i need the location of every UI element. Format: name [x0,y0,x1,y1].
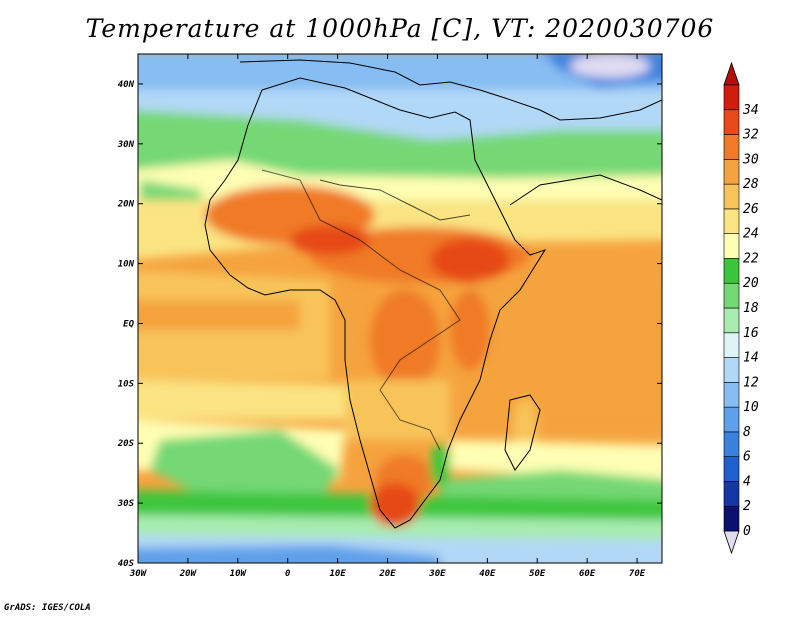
lon-tick-label: 40E [479,569,496,579]
plot-title: Temperature at 1000hPa [C], VT: 20200307… [85,14,715,43]
colorbar-swatch [723,456,740,482]
lon-tick-label: 10W [230,569,248,579]
colorbar-level-label: 20 [743,276,759,291]
colorbar-swatch [723,159,740,185]
colorbar-level-label: 0 [743,524,751,539]
colorbar-swatch [723,84,740,111]
lon-tick-label: 70E [629,569,646,579]
colorbar-level-label: 22 [743,251,759,266]
colorbar-swatch [723,481,740,507]
lat-tick-label: 30N [117,140,135,150]
colorbar-level-label: 8 [743,425,751,440]
colorbar-swatch [723,109,740,135]
lon-tick-label: 20E [378,569,396,579]
colorbar-level-label: 28 [743,177,759,192]
colorbar-level-label: 24 [743,227,759,242]
colorbar-level-label: 16 [743,326,759,341]
coastlines [204,59,662,529]
colorbar-swatch [723,183,740,210]
colorbar-level-label: 26 [743,202,759,217]
colorbar-swatch [723,505,740,532]
colorbar-swatch [723,208,740,234]
colorbar-swatch [723,307,740,334]
lon-tick-label: 10E [329,569,346,579]
credit-label: GrADS: IGES/COLA [4,603,91,613]
colorbar-level-label: 18 [743,301,759,316]
lat-tick-label: EQ [123,319,134,329]
colorbar-swatch [723,431,740,457]
map-frame [137,53,663,564]
colorbar-level-label: 12 [743,375,759,390]
colorbar-swatch [723,406,740,433]
lat-tick-label: 40S [118,559,135,569]
colorbar-swatch [723,357,740,383]
colorbar-swatch [723,382,740,408]
colorbar-level-label: 6 [743,450,751,465]
colorbar-level-label: 14 [743,351,759,366]
lon-tick-label: 0 [285,569,291,579]
colorbar-level-label: 4 [743,474,751,489]
colorbar-swatch [723,233,740,259]
lon-tick-label: 60E [579,569,596,579]
colorbar-swatch [723,332,740,358]
lat-tick-label: 10S [118,379,135,389]
lon-tick-label: 30E [428,569,446,579]
lat-tick-label: 10N [118,260,135,270]
colorbar-above-arrow [723,61,740,86]
colorbar-level-label: 34 [742,103,759,118]
lat-tick-label: 30S [117,499,135,509]
lat-tick-label: 20S [117,439,135,449]
temperature-field [138,54,662,563]
colorbar-swatch [723,282,740,309]
lat-tick-label: 20N [117,200,135,210]
lat-tick-label: 40N [118,80,135,90]
colorbar-level-label: 32 [742,128,759,143]
colorbar-level-label: 30 [742,152,759,167]
colorbar-swatch [723,134,740,160]
colorbar-level-label: 10 [743,400,759,415]
lon-tick-label: 50E [529,569,546,579]
lon-tick-label: 30W [129,569,148,579]
lon-tick-label: 20W [179,569,198,579]
colorbar-level-label: 2 [743,499,751,514]
colorbar-swatch [723,258,740,284]
map-axes: 30W 20W 10W 0 10E 20E 30E 40E 50E 60E 70E 40N 30N 20N… [117,54,662,579]
colorbar-below-arrow [723,530,740,555]
